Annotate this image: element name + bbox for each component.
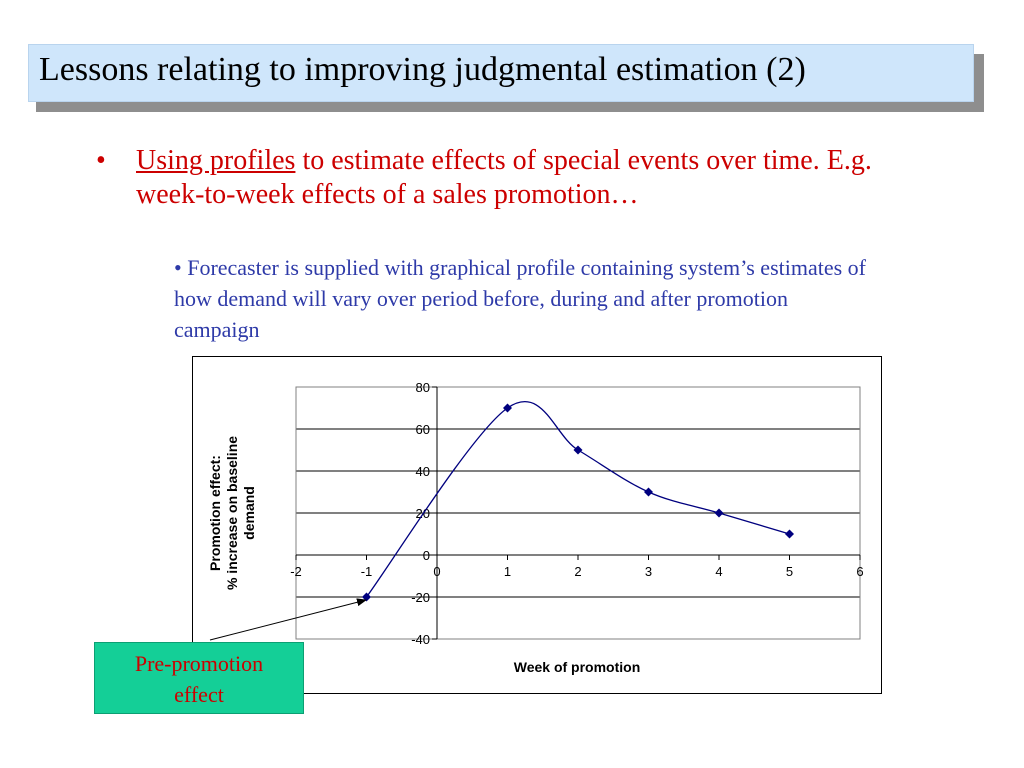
using-profiles-link[interactable]: Using profiles [136,145,296,176]
data-point-week-3 [644,487,653,497]
x-tick-label: 4 [715,564,722,579]
x-tick-label: 6 [856,564,863,579]
slide-title: Lessons relating to improving judgmental… [39,51,806,88]
bullet-marker: • [96,145,106,176]
y-axis-label-line: Promotion effect: [207,455,223,571]
plot-area-border [295,386,861,640]
main-bullet-rest: to estimate effects of special events ov… [136,145,872,210]
callout-line-1: Pre-promotion [134,651,264,676]
callout-line-2: effect [174,682,224,707]
x-tick-label: 3 [645,564,652,579]
x-tick-label: 5 [786,564,793,579]
y-tick-label: 60 [416,422,430,437]
data-point-week-5 [785,529,794,539]
pre-promotion-callout: Pre-promotion effect [94,642,304,714]
x-tick-label: -2 [290,564,302,579]
y-axis-label-line: demand [241,486,257,540]
data-point-week-1 [503,403,512,413]
y-tick-label: 40 [416,464,430,479]
y-tick-label: -40 [411,632,430,647]
sub-bullet: • Forecaster is supplied with graphical … [174,255,866,342]
y-axis-label-line: % increase on baseline [224,436,240,590]
x-axis-label: Week of promotion [514,659,641,675]
x-tick-label: 0 [433,564,440,579]
title-box: Lessons relating to improving judgmental… [28,44,974,102]
bullet-clip: • Using profiles to estimate effects of … [0,144,1024,216]
x-tick-label: 1 [504,564,511,579]
data-point-week--1 [362,592,371,602]
main-bullet-text: Using profiles to estimate effects of sp… [136,144,916,212]
y-tick-label: 80 [416,380,430,395]
data-point-week-2 [573,445,583,455]
x-tick-label: 2 [574,564,581,579]
x-tick-label: -1 [361,564,373,579]
y-tick-label: -20 [411,590,430,605]
y-tick-label: 0 [423,548,430,563]
data-point-week-4 [714,508,724,518]
